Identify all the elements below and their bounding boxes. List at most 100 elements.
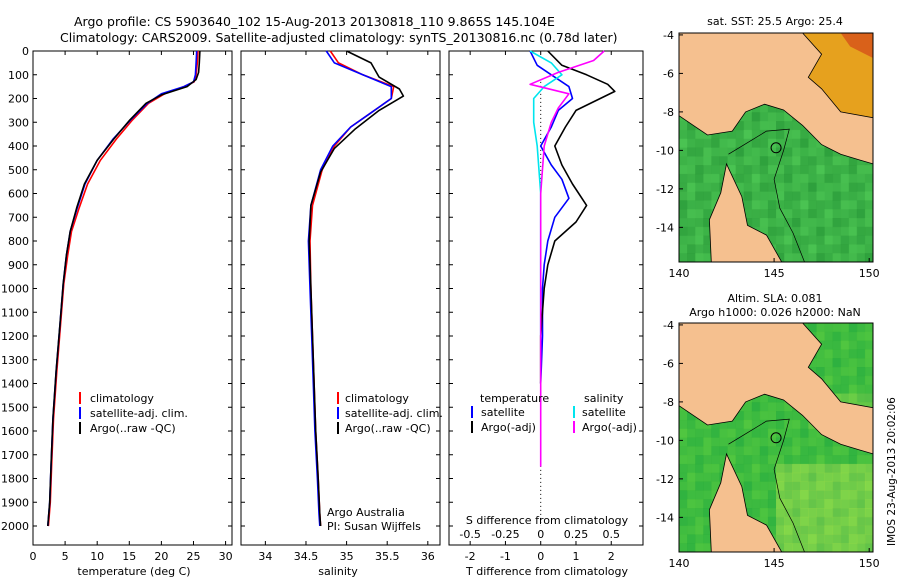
x-tick-label: 35.5: [375, 550, 400, 563]
ocean-cell: [792, 147, 801, 157]
ocean-cell: [848, 384, 858, 394]
ocean-cell: [840, 534, 850, 544]
ocean-cell: [832, 200, 842, 210]
ocean-cell: [808, 182, 817, 192]
ocean-cell: [695, 253, 704, 263]
ocean-cell: [864, 173, 874, 184]
ocean-cell: [856, 173, 866, 184]
y-tick-label: 400: [8, 140, 29, 153]
y-tick-label: 1500: [1, 401, 29, 414]
ocean-cell: [824, 463, 834, 474]
ocean-cell: [759, 446, 769, 456]
x-tick-label: 36: [421, 550, 435, 563]
ocean-cell: [856, 508, 866, 518]
ocean-cell: [687, 419, 696, 430]
ocean-cell: [767, 165, 777, 175]
ocean-cell: [800, 253, 809, 263]
ocean-cell: [687, 182, 696, 192]
ocean-cell: [832, 226, 842, 237]
ocean-cell: [840, 481, 850, 491]
y-tick-label: -8: [663, 396, 674, 409]
ocean-cell: [816, 191, 825, 201]
ocean-cell: [840, 455, 850, 465]
ocean-cell: [759, 419, 769, 430]
argo-float-marker: [770, 432, 782, 444]
ocean-cell: [848, 358, 858, 368]
ocean-cell: [687, 218, 696, 228]
x2-tick-label: 0.25: [564, 528, 589, 541]
ocean-cell: [856, 534, 866, 544]
ocean-cell: [767, 393, 777, 403]
ocean-cell: [824, 191, 834, 201]
ocean-cell: [800, 244, 809, 254]
ocean-cell: [687, 121, 696, 131]
ocean-cell: [824, 499, 834, 509]
ocean-cell: [776, 516, 785, 527]
ocean-cell: [832, 499, 842, 509]
ocean-cell: [751, 463, 761, 474]
ocean-cell: [767, 235, 777, 245]
x2-tick-label: -0.25: [491, 528, 519, 541]
ocean-cell: [840, 218, 850, 228]
argo-float-marker: [770, 142, 782, 154]
y-tick-label: -12: [656, 473, 674, 486]
ocean-cell: [856, 331, 866, 342]
ocean-cell: [816, 516, 825, 527]
ocean-cell: [816, 173, 825, 184]
ocean-cell: [816, 209, 825, 219]
ocean-cell: [848, 191, 858, 201]
x-tick-label: 20: [154, 550, 168, 563]
ocean-cell: [864, 525, 874, 535]
series-line-argo-raw-qc-: [47, 50, 201, 527]
ocean-cell: [703, 226, 712, 237]
ocean-cell: [840, 375, 850, 386]
x2-tick-label: 0: [537, 528, 544, 541]
ocean-cell: [776, 490, 785, 500]
ocean-cell: [848, 182, 858, 192]
ocean-cell: [679, 534, 688, 544]
ocean-cell: [800, 463, 809, 474]
y-tick-label: 1800: [1, 473, 29, 486]
ocean-cell: [719, 437, 728, 447]
ocean-cell: [824, 516, 834, 527]
ocean-cell: [711, 472, 720, 482]
ocean-cell: [856, 182, 866, 192]
ocean-cell: [856, 200, 866, 210]
ocean-cell: [816, 156, 825, 166]
ocean-cell: [864, 367, 874, 377]
ocean-cell: [719, 165, 728, 175]
annotation-line-2: PI: Susan Wijffels: [327, 520, 421, 533]
ocean-cell: [824, 340, 834, 350]
ocean-cell: [816, 147, 825, 157]
y-tick-label: -10: [656, 434, 674, 447]
ocean-cell: [856, 516, 866, 527]
ocean-cell: [784, 534, 793, 544]
ocean-cell: [727, 165, 737, 175]
ocean-cell: [840, 463, 850, 474]
ocean-cell: [767, 490, 777, 500]
ocean-cell: [816, 437, 825, 447]
ocean-cell: [856, 340, 866, 350]
ocean-cell: [776, 402, 785, 412]
cape-york-land: [679, 162, 783, 263]
ocean-cell: [840, 331, 850, 342]
ocean-cell: [679, 121, 688, 131]
ocean-cell: [743, 463, 753, 474]
ocean-cell: [776, 508, 785, 518]
ocean-cell: [743, 129, 753, 140]
ocean-cell: [792, 499, 801, 509]
ocean-cell: [832, 384, 842, 394]
sst-map-title: sat. SST: 25.5 Argo: 25.4: [707, 15, 843, 28]
ocean-cell: [719, 129, 728, 140]
ocean-cell: [864, 384, 874, 394]
ocean-cell: [784, 156, 793, 166]
ocean-cell: [767, 173, 777, 184]
ocean-cell: [784, 218, 793, 228]
ocean-cell: [792, 419, 801, 430]
ocean-cell: [767, 472, 777, 482]
x-tick-label: 145: [764, 267, 785, 280]
ocean-cell: [759, 218, 769, 228]
ocean-cell: [743, 121, 753, 131]
y-tick-label: 600: [8, 188, 29, 201]
ocean-cell: [840, 446, 850, 456]
